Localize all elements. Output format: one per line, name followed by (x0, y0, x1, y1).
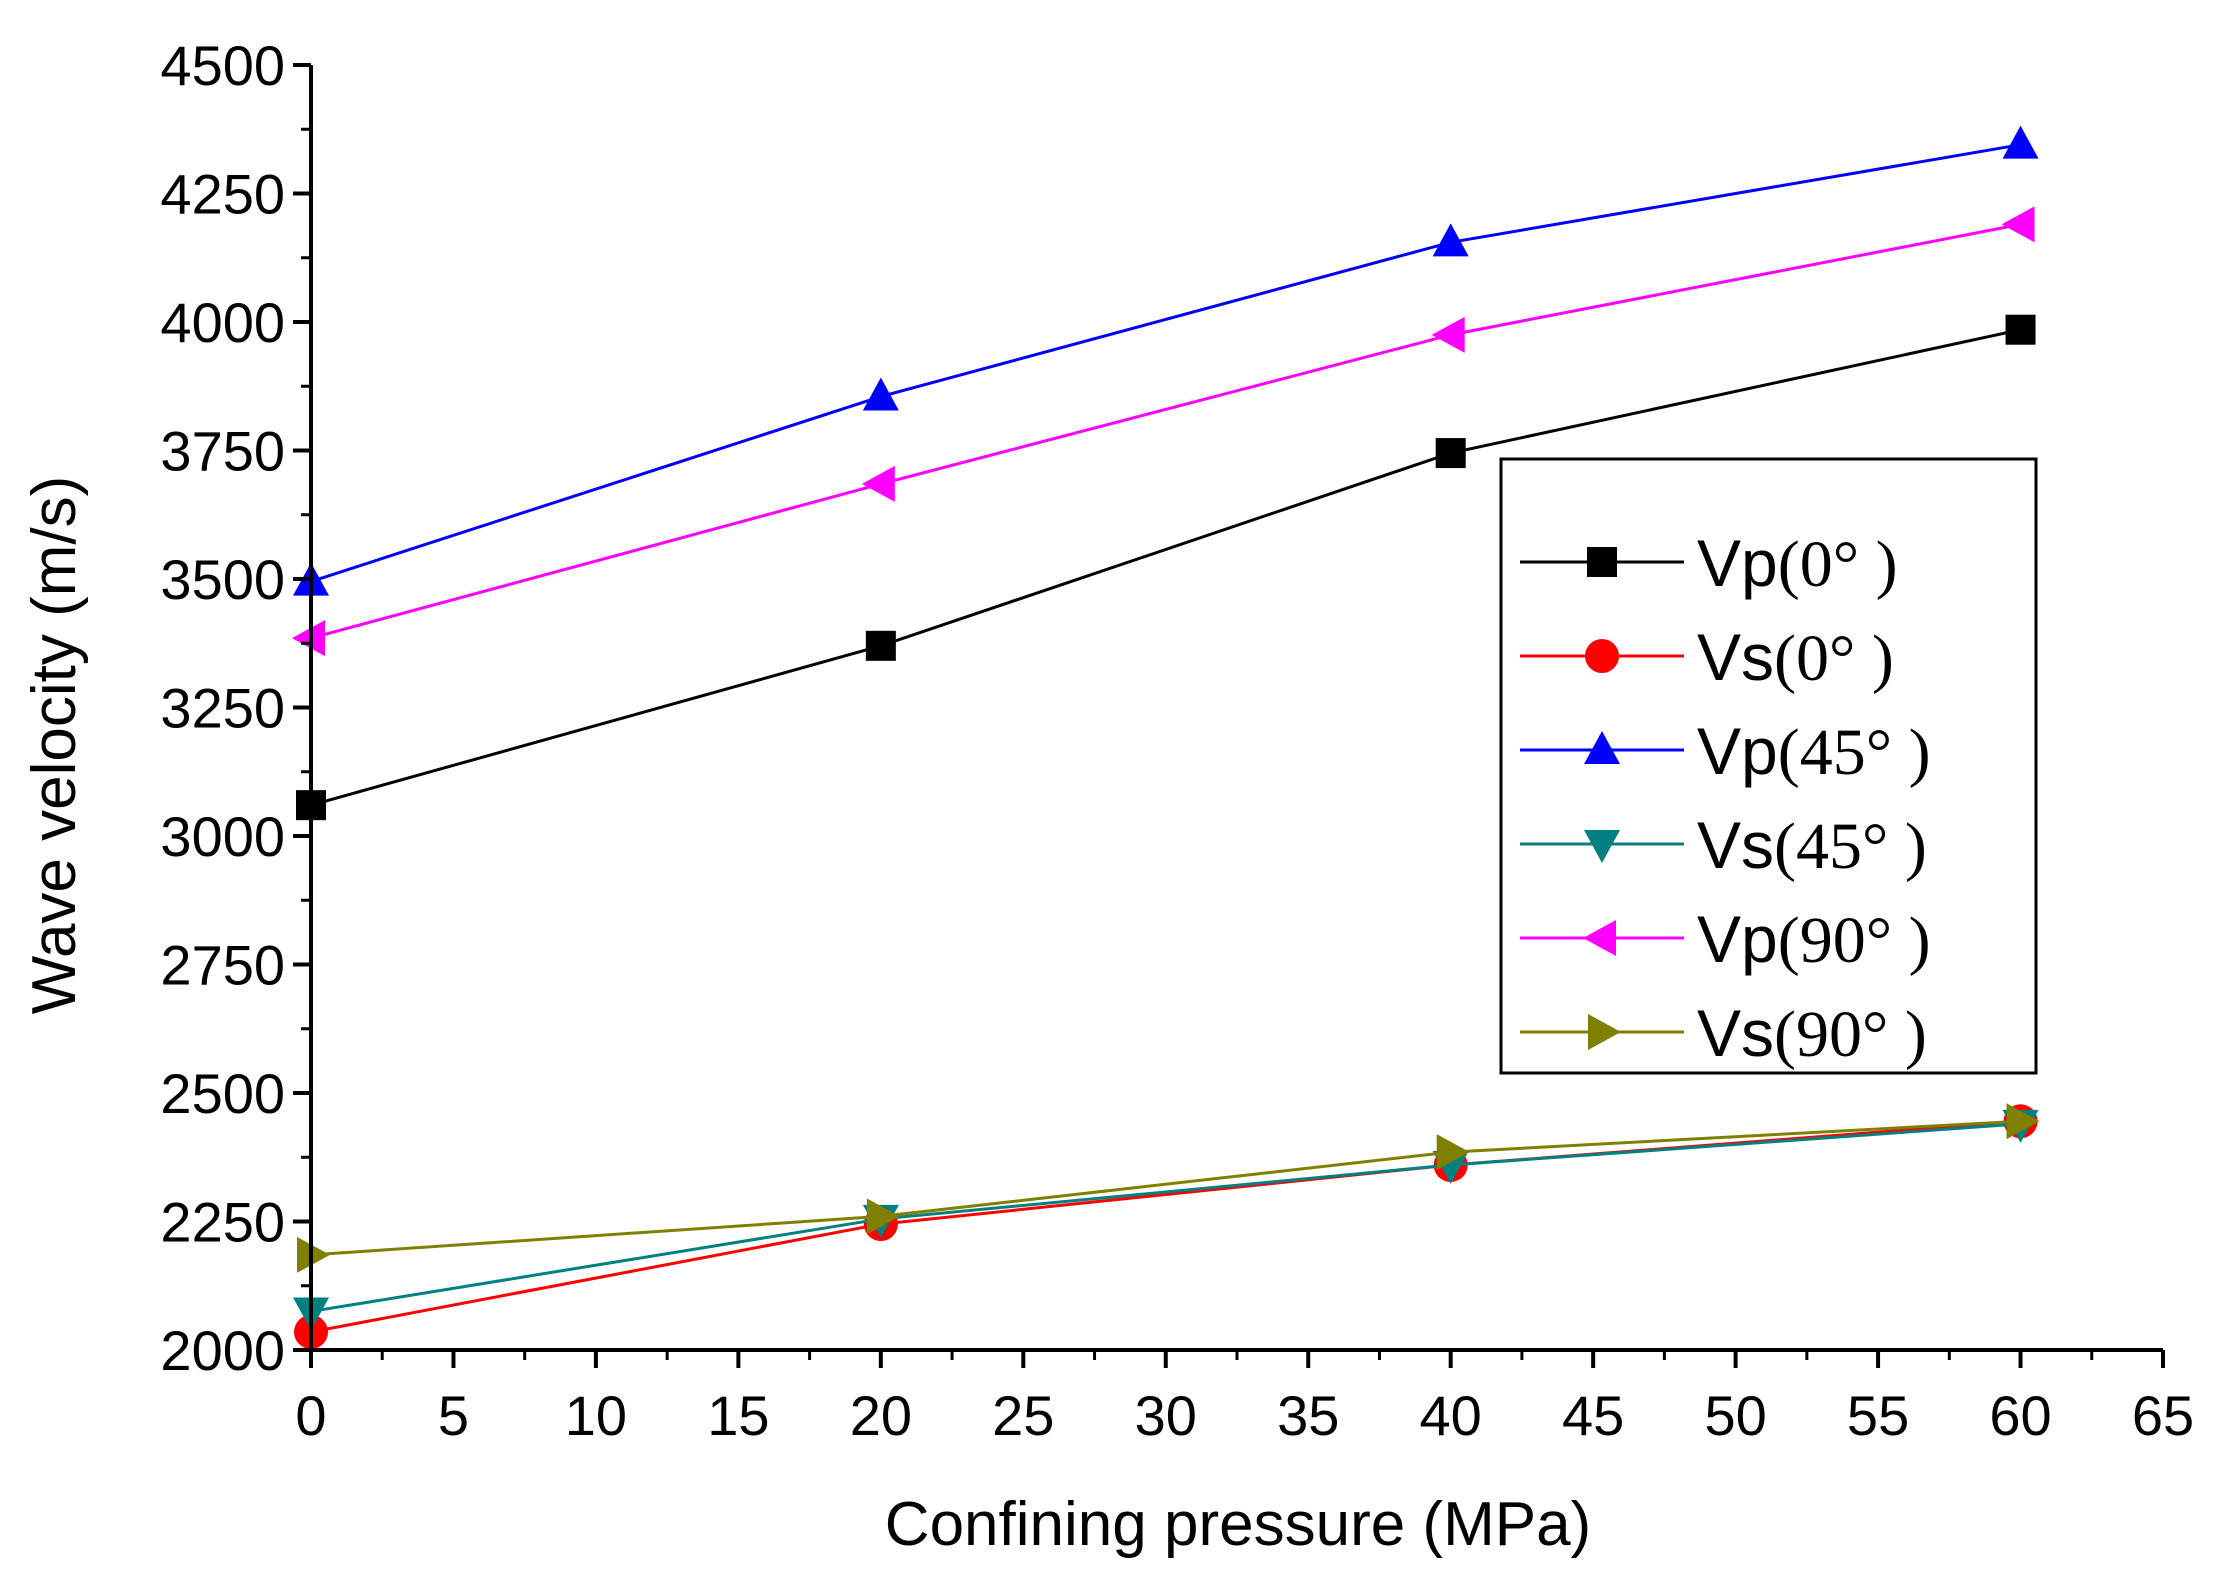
x-tick-label: 50 (1704, 1384, 1766, 1447)
data-point (292, 620, 325, 657)
data-point (2005, 314, 2036, 345)
legend-marker (1585, 639, 1619, 673)
series-line (310, 1122, 2021, 1313)
data-point (1436, 1134, 1470, 1171)
y-tick-label: 3000 (160, 805, 285, 868)
legend-item: Vp(90° ) (1520, 902, 1931, 977)
series-5 (292, 206, 2035, 657)
series-layer (292, 125, 2040, 1350)
data-point (865, 630, 896, 661)
y-axis-title: Wave velocity (m/s) (20, 476, 89, 1015)
x-tick-label: 20 (850, 1384, 912, 1447)
data-point (297, 1236, 330, 1273)
y-tick-label: 2750 (160, 934, 285, 997)
x-tick-label: 0 (295, 1384, 326, 1447)
x-axis-title: Confining pressure (MPa) (885, 1490, 1591, 1559)
legend-marker (1584, 731, 1620, 764)
x-tick-label: 35 (1277, 1384, 1339, 1447)
legend-label: Vp(45° ) (1697, 714, 1931, 789)
legend-series-angle: (90° ) (1774, 998, 1927, 1071)
x-tick-label: 45 (1562, 1384, 1624, 1447)
legend-series-angle: (90° ) (1778, 904, 1931, 977)
y-tick-label: 2500 (160, 1062, 285, 1125)
series-line (310, 328, 2021, 807)
legend-marker (1583, 920, 1616, 956)
x-tick-label: 55 (1847, 1384, 1909, 1447)
legend-series-angle: (45° ) (1774, 810, 1927, 883)
x-tick-label: 5 (438, 1384, 469, 1447)
y-tick-label: 2250 (160, 1191, 285, 1254)
y-tick-label: 4000 (160, 291, 285, 354)
legend-item: Vs(0° ) (1520, 620, 1894, 695)
x-tick-label: 65 (2132, 1384, 2194, 1447)
data-point (862, 377, 899, 411)
x-tick-label: 60 (1989, 1384, 2051, 1447)
y-tick-label: 2000 (160, 1319, 285, 1382)
legend-series-name: Vp (1697, 526, 1778, 600)
legend-item: Vp(45° ) (1520, 714, 1931, 789)
x-tick-label: 30 (1135, 1384, 1197, 1447)
legend-series-name: Vs (1697, 620, 1774, 694)
legend-series-name: Vp (1697, 902, 1778, 976)
legend-label: Vp(0° ) (1697, 526, 1898, 601)
legend-series-name: Vs (1697, 996, 1774, 1070)
legend-series-angle: (0° ) (1774, 622, 1894, 695)
data-point (1431, 316, 1465, 353)
y-tick-label: 3750 (160, 420, 285, 483)
y-tick-label: 3250 (160, 677, 285, 740)
legend-series-name: Vs (1697, 808, 1774, 882)
legend-series-angle: (0° ) (1778, 528, 1898, 601)
series-line (310, 1119, 2021, 1257)
y-tick-label: 3500 (160, 548, 285, 611)
axes-layer: 0 5 10 15 20 25 30 35 40 45 50 55 60 65 2000 2250 2500 27… (160, 34, 2194, 1447)
legend: Vp(0° )Vs(0° )Vp(45° )Vs(45° )Vp(90° )Vs… (1499, 457, 2038, 1075)
legend-series-angle: (45° ) (1778, 716, 1931, 789)
legend-item: Vs(90° ) (1520, 996, 1927, 1071)
legend-marker (1587, 547, 1617, 577)
x-tick-label: 25 (992, 1384, 1054, 1447)
legend-label: Vp(90° ) (1697, 902, 1931, 977)
data-point (2006, 1103, 2040, 1140)
data-point (866, 1198, 900, 1235)
legend-label: Vs(90° ) (1697, 996, 1927, 1071)
data-point (2002, 125, 2039, 159)
data-point (2001, 206, 2035, 243)
legend-label: Vs(0° ) (1697, 620, 1894, 695)
legend-marker (1588, 1014, 1621, 1050)
legend-item: Vs(45° ) (1520, 808, 1927, 883)
series-line (310, 222, 2021, 640)
data-point (1435, 438, 1466, 469)
y-tick-label: 4250 (160, 163, 285, 226)
series-line (310, 143, 2021, 583)
series-6 (297, 1103, 2040, 1273)
legend-series-name: Vp (1697, 714, 1778, 788)
data-point (861, 465, 895, 502)
legend-label: Vs(45° ) (1697, 808, 1927, 883)
data-point (1432, 223, 1469, 257)
legend-item: Vp(0° ) (1520, 526, 1898, 601)
y-tick-label: 4500 (160, 34, 285, 97)
x-tick-label: 10 (565, 1384, 627, 1447)
x-tick-label: 40 (1420, 1384, 1482, 1447)
x-tick-label: 15 (707, 1384, 769, 1447)
legend-marker (1584, 830, 1620, 863)
